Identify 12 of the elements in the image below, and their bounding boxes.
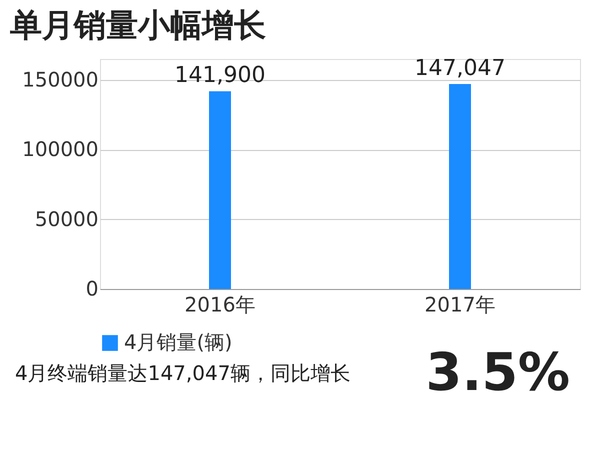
text: 4月终端销量达147,047辆，同比增长	[15, 361, 350, 385]
x-tick-label: 2016年	[184, 292, 256, 316]
data-label: 141,900	[174, 63, 266, 88]
y-tick-label: 100000	[22, 137, 98, 162]
legend-label: 4月销量(辆)	[124, 330, 232, 354]
y-tick-label: 50000	[34, 206, 98, 231]
chart-title: 单月销量小幅增长	[9, 6, 266, 44]
y-tick-label: 0	[86, 276, 98, 300]
data-label: 147,047	[414, 56, 506, 82]
text: 3.5%	[426, 343, 570, 403]
x-tick-label: 2017年	[424, 292, 496, 316]
y-tick-label: 150000	[22, 67, 98, 92]
